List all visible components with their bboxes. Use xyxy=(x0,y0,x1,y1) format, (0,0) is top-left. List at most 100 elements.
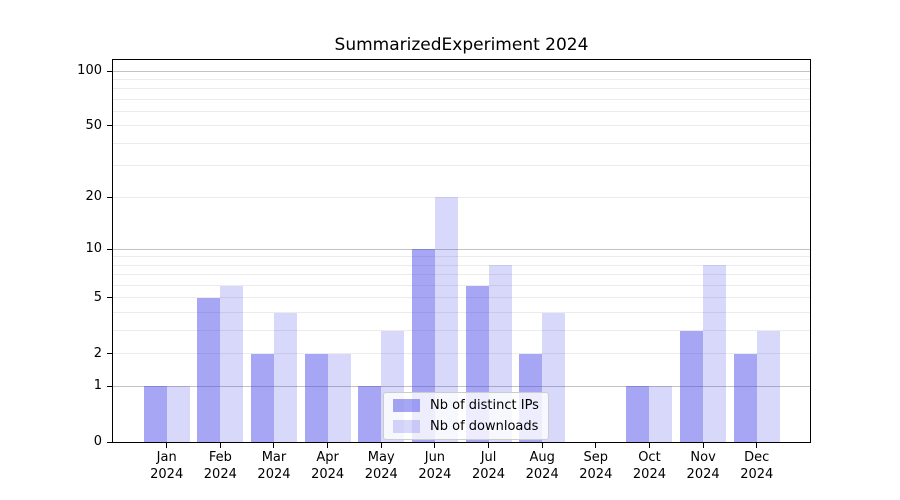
bar-downloads-dec xyxy=(756,330,780,442)
legend-item-downloads: Nb of downloads xyxy=(393,419,539,434)
x-tick-year: 2024 xyxy=(311,466,345,482)
bar-downloads-jan xyxy=(166,386,190,442)
x-tick-month: Jan xyxy=(156,450,177,465)
bar-downloads-mar xyxy=(273,312,297,442)
x-tick-label: Jul 2024 xyxy=(454,450,524,483)
x-tick-month: Jun xyxy=(424,450,446,465)
gridline-major xyxy=(113,70,810,72)
x-tick xyxy=(219,443,221,448)
y-tick xyxy=(107,70,112,72)
x-tick-label: May 2024 xyxy=(346,450,416,483)
x-tick xyxy=(273,443,275,448)
gridline-minor xyxy=(113,312,810,314)
y-tick-label: 2 xyxy=(93,345,102,361)
gridline-major xyxy=(113,248,810,250)
x-tick-year: 2024 xyxy=(203,466,237,482)
x-tick-year: 2024 xyxy=(471,466,506,482)
x-tick-label: Sep 2024 xyxy=(561,450,631,483)
bar-distinct-ips-oct xyxy=(626,386,650,442)
legend: Nb of distinct IPs Nb of downloads xyxy=(383,392,549,440)
x-tick-label: Oct 2024 xyxy=(614,450,684,483)
bar-downloads-oct xyxy=(649,386,673,442)
bar-distinct-ips-may xyxy=(358,386,382,442)
bar-downloads-apr xyxy=(327,353,351,442)
legend-item-distinct-ips: Nb of distinct IPs xyxy=(393,398,539,413)
y-tick xyxy=(107,441,112,443)
x-tick-year: 2024 xyxy=(579,466,613,482)
x-tick xyxy=(648,443,650,448)
x-tick xyxy=(595,443,597,448)
x-tick xyxy=(488,443,490,448)
x-tick-label: Nov 2024 xyxy=(668,450,738,483)
gridline-minor xyxy=(113,274,810,276)
x-tick-month: Aug xyxy=(529,450,555,465)
x-tick-year: 2024 xyxy=(686,466,720,482)
x-tick xyxy=(702,443,704,448)
bar-distinct-ips-dec xyxy=(733,353,757,442)
x-tick-label: Dec 2024 xyxy=(722,450,792,483)
x-tick xyxy=(166,443,168,448)
plot-area xyxy=(112,59,811,443)
x-tick-label: Feb 2024 xyxy=(185,450,255,483)
legend-swatch-downloads xyxy=(393,420,420,433)
y-tick xyxy=(107,196,112,198)
y-tick-label: 20 xyxy=(85,189,102,205)
legend-label-distinct-ips: Nb of distinct IPs xyxy=(430,398,539,413)
y-tick xyxy=(107,353,112,355)
legend-label-downloads: Nb of downloads xyxy=(430,419,539,434)
x-tick-month: Oct xyxy=(638,450,661,465)
legend-swatch-distinct-ips xyxy=(393,399,420,412)
x-tick-month: Dec xyxy=(744,450,770,465)
gridline-minor xyxy=(113,297,810,299)
y-tick-label: 5 xyxy=(93,289,102,305)
x-tick-year: 2024 xyxy=(257,466,291,482)
gridline-minor xyxy=(113,125,810,127)
chart-title: SummarizedExperiment 2024 xyxy=(334,35,589,55)
gridline-minor xyxy=(113,142,810,144)
y-tick-label: 10 xyxy=(85,241,102,257)
x-tick-year: 2024 xyxy=(418,466,452,482)
y-tick-label: 1 xyxy=(93,378,102,394)
y-tick-label: 100 xyxy=(77,63,102,78)
x-tick-label: Aug 2024 xyxy=(507,450,577,483)
x-tick-year: 2024 xyxy=(740,466,774,482)
gridline-minor xyxy=(113,98,810,100)
gridline-minor xyxy=(113,88,810,90)
bar-distinct-ips-apr xyxy=(304,353,328,442)
gridline-minor xyxy=(113,330,810,332)
gridline-minor xyxy=(113,256,810,258)
x-tick-month: Feb xyxy=(208,450,232,465)
bar-downloads-feb xyxy=(220,285,244,442)
x-tick-label: Apr 2024 xyxy=(293,450,363,483)
x-tick-label: Jun 2024 xyxy=(400,450,470,483)
gridline-minor xyxy=(113,111,810,113)
x-tick xyxy=(756,443,758,448)
y-tick-label: 0 xyxy=(93,434,102,449)
y-tick-label: 50 xyxy=(85,117,102,133)
gridline-minor xyxy=(113,196,810,198)
x-tick-year: 2024 xyxy=(632,466,666,482)
x-tick xyxy=(380,443,382,448)
x-tick-label: Jan 2024 xyxy=(132,450,202,483)
x-tick-year: 2024 xyxy=(364,466,398,482)
y-tick xyxy=(107,125,112,127)
x-tick xyxy=(434,443,436,448)
x-tick xyxy=(327,443,329,448)
y-tick xyxy=(107,385,112,387)
x-tick-month: Nov xyxy=(690,450,716,465)
bar-distinct-ips-jan xyxy=(143,386,167,442)
x-tick-month: Mar xyxy=(261,450,287,465)
x-tick-year: 2024 xyxy=(525,466,559,482)
bar-distinct-ips-mar xyxy=(250,353,274,442)
gridline-minor xyxy=(113,165,810,167)
bar-distinct-ips-nov xyxy=(680,330,704,442)
gridline-minor xyxy=(113,353,810,355)
y-tick xyxy=(107,297,112,299)
bar-distinct-ips-feb xyxy=(197,297,221,442)
bar-downloads-jun xyxy=(434,197,458,442)
bar-downloads-nov xyxy=(703,265,727,442)
y-tick xyxy=(107,248,112,250)
gridline-major xyxy=(113,385,810,387)
gridline-minor xyxy=(113,285,810,287)
